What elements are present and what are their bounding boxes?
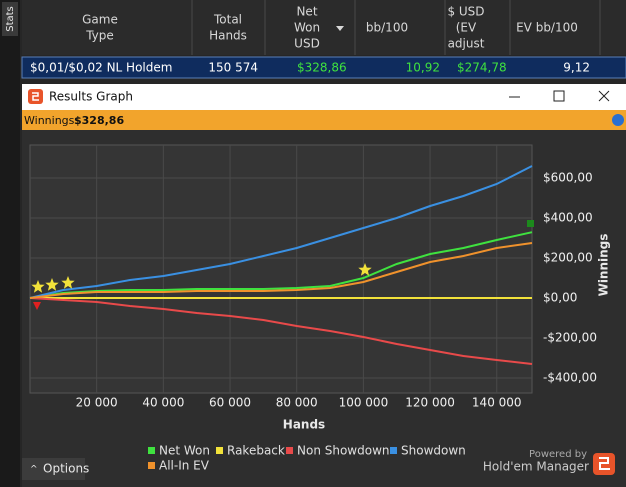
- y-tick-label: $600,00: [543, 171, 593, 185]
- winnings-label: Winnings:: [24, 114, 78, 127]
- column-header[interactable]: EV bb/100: [516, 21, 578, 35]
- y-tick-label: $200,00: [543, 251, 593, 265]
- sidebar-tab-label[interactable]: Stats: [5, 6, 16, 32]
- column-header[interactable]: $ USD: [447, 5, 484, 19]
- x-tick-label: 120 000: [405, 396, 455, 410]
- rakeback-star: [61, 276, 75, 289]
- column-separators: [191, 0, 601, 55]
- column-header[interactable]: (EV: [456, 21, 477, 35]
- legend-label: Showdown: [401, 444, 466, 458]
- column-header[interactable]: Type: [85, 29, 114, 43]
- column-header[interactable]: Total: [213, 13, 242, 27]
- end-marker: [527, 220, 534, 227]
- series-line: [29, 242, 533, 299]
- x-tick-label: 60 000: [209, 396, 251, 410]
- series-line: [29, 165, 533, 299]
- column-header[interactable]: adjust: [448, 37, 485, 51]
- y-tick-label: $400,00: [543, 211, 593, 225]
- table-header: [22, 0, 626, 55]
- plot-area: [29, 144, 533, 394]
- sidebar-tab[interactable]: [2, 2, 18, 36]
- x-tick-label: 40 000: [142, 396, 184, 410]
- legend-label: Net Won: [159, 444, 210, 458]
- brand-logo-glyph: [599, 457, 610, 470]
- x-axis-label: Hands: [283, 418, 325, 432]
- maximize-button[interactable]: [553, 90, 565, 102]
- start-marker: [33, 302, 41, 310]
- series-line: [29, 231, 533, 299]
- x-tick-label: 20 000: [76, 396, 118, 410]
- column-header[interactable]: Game: [82, 13, 118, 27]
- options-label[interactable]: Options: [43, 462, 89, 476]
- title-bar: [22, 84, 626, 110]
- table-row-selected[interactable]: [21, 56, 626, 79]
- rakeback-star: [31, 280, 45, 293]
- legend-label: Non Showdown: [297, 444, 390, 458]
- help-icon[interactable]: [612, 114, 624, 126]
- legend-swatch: [148, 462, 155, 469]
- legend-swatch: [286, 447, 293, 454]
- column-header[interactable]: Hands: [209, 29, 247, 43]
- table-cell: $0,01/$0,02 NL Holdem: [30, 61, 172, 75]
- y-tick-label: -$400,00: [543, 371, 597, 385]
- table-cell: $328,86: [297, 61, 347, 75]
- table-cell: 9,12: [563, 61, 590, 75]
- rakeback-star: [358, 263, 372, 276]
- column-header[interactable]: Won: [294, 21, 320, 35]
- y-axis-label: Winnings: [597, 234, 611, 297]
- sort-arrow[interactable]: [336, 26, 344, 31]
- column-header[interactable]: bb/100: [366, 21, 408, 35]
- table-cell: 10,92: [406, 61, 440, 75]
- y-tick-label: $0,00: [543, 291, 577, 305]
- winnings-value: $328,86: [74, 114, 124, 127]
- winnings-bar: [22, 110, 626, 130]
- series-line: [29, 297, 533, 365]
- legend-label: All-In EV: [159, 459, 210, 473]
- y-tick-label: -$200,00: [543, 331, 597, 345]
- plot: [29, 145, 533, 393]
- column-header[interactable]: Net: [296, 5, 317, 19]
- table-cell: 150 574: [208, 61, 258, 75]
- legend-label: Rakeback: [227, 444, 285, 458]
- x-tick-label: 80 000: [276, 396, 318, 410]
- powered-by: Powered by: [529, 449, 587, 460]
- options-caret[interactable]: ^: [30, 465, 38, 475]
- table-cell: $274,78: [457, 61, 507, 75]
- app-icon-glyph: [32, 92, 39, 101]
- legend-swatch: [148, 447, 155, 454]
- legend-swatch: [216, 447, 223, 454]
- x-tick-label: 100 000: [339, 396, 389, 410]
- rakeback-star: [45, 278, 59, 291]
- column-header[interactable]: USD: [294, 37, 320, 51]
- options-button[interactable]: [22, 458, 85, 480]
- sidebar: [0, 0, 20, 487]
- brand: Hold'em Manager: [483, 460, 589, 474]
- window-title: Results Graph: [49, 90, 133, 104]
- x-tick-label: 140 000: [472, 396, 522, 410]
- legend-swatch: [390, 447, 397, 454]
- close-button[interactable]: [598, 90, 610, 102]
